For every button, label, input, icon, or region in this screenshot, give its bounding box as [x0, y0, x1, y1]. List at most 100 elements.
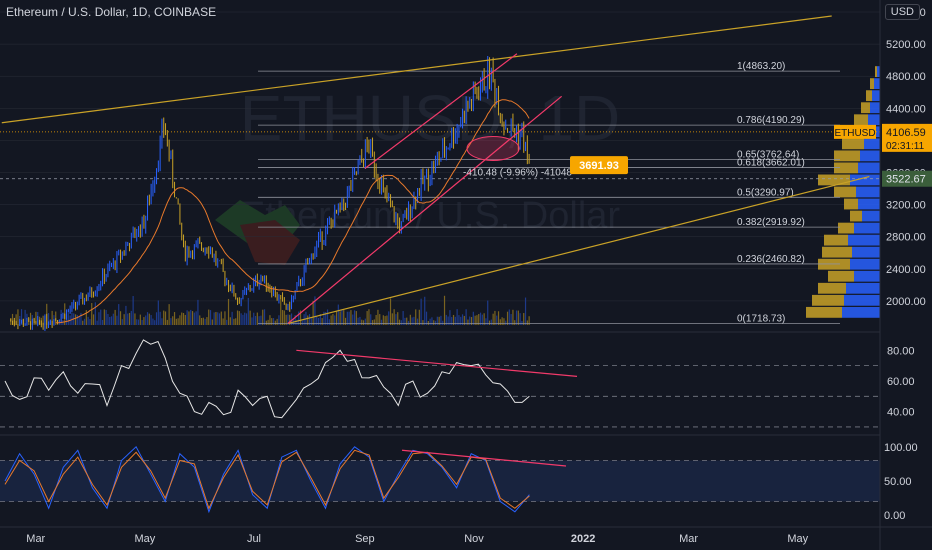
- rsi-line: [4, 339, 530, 419]
- volume-bars: [10, 295, 530, 325]
- stoch-tick: 0.00: [884, 510, 905, 522]
- vp-bar-down: [842, 138, 864, 150]
- time-tick: Sep: [355, 533, 375, 545]
- vp-bar-down: [818, 282, 846, 294]
- trendlines: [1, 15, 870, 324]
- vp-bar-up: [842, 306, 880, 318]
- fib-label: 0.382(2919.92): [737, 217, 805, 228]
- vp-bar-up: [860, 150, 880, 162]
- vp-bar-up: [850, 258, 880, 270]
- stoch-tick: 100.00: [884, 442, 918, 454]
- price-tick: 2000.00: [886, 296, 926, 308]
- current-price-tag: [882, 123, 932, 152]
- symbol-tag-label: ETHUSD: [834, 128, 875, 139]
- vp-bar-up: [877, 66, 880, 78]
- vp-bar-down: [834, 162, 858, 174]
- trendline-pink-support: [287, 95, 563, 324]
- fib-label: 0(1718.73): [737, 313, 785, 324]
- vp-bar-up: [846, 282, 880, 294]
- stoch-line-k: [4, 445, 530, 514]
- price-candles: [10, 55, 530, 331]
- fib-label: 0.5(3290.97): [737, 187, 794, 198]
- vp-bar-up: [856, 186, 880, 198]
- annotations: -410.48 (-9.96%) -41048 3691.93: [463, 135, 628, 179]
- vp-bar-up: [858, 162, 880, 174]
- countdown: 02:31:11: [886, 141, 925, 152]
- level-tag-value: 3522.67: [886, 174, 926, 186]
- price-tick: 2400.00: [886, 264, 926, 276]
- price-tick: 4800.00: [886, 71, 926, 83]
- vp-bar-up: [864, 138, 880, 150]
- vp-bar-up: [872, 90, 880, 102]
- vp-bar-down: [844, 198, 858, 210]
- vp-bar-down: [824, 234, 848, 246]
- symbol-tag: [834, 124, 876, 139]
- vp-bar-down: [806, 306, 842, 318]
- stochastic-pane: [0, 434, 880, 514]
- stoch-line-d: [4, 449, 530, 510]
- fib-label: 1(4863.20): [737, 61, 785, 72]
- vp-bar-down: [838, 222, 854, 234]
- trendline-pink-top: [364, 53, 518, 169]
- highlight-ellipse: [466, 135, 520, 161]
- trendline-upper-channel: [1, 15, 832, 124]
- time-tick: May: [787, 533, 808, 545]
- time-tick: Mar: [679, 533, 698, 545]
- time-tick: May: [134, 533, 155, 545]
- vp-bar-down: [834, 186, 856, 198]
- time-tick: Jul: [247, 533, 261, 545]
- vp-bar-down: [822, 246, 852, 258]
- vp-bar-up: [850, 174, 880, 186]
- vp-bar-down: [854, 114, 868, 126]
- vp-bar-down: [828, 270, 854, 282]
- fib-label: 0.236(2460.82): [737, 254, 805, 265]
- current-price-value: 4106.59: [886, 127, 926, 139]
- price-tick: 5200.00: [886, 39, 926, 51]
- vp-bar-down: [834, 150, 860, 162]
- watermark-symbol: ETHUSD, 1D: [240, 82, 621, 154]
- time-tick: Mar: [26, 533, 45, 545]
- level-tag: [882, 170, 932, 187]
- vp-bar-down: [875, 66, 877, 78]
- rsi-tick: 80.00: [887, 345, 915, 357]
- vp-bar-up: [874, 78, 880, 90]
- trendline-lower-channel: [287, 175, 870, 324]
- rsi-pane: [0, 331, 880, 428]
- stoch-divergence-line: [401, 449, 567, 467]
- vp-bar-down: [870, 78, 874, 90]
- vp-bar-up: [844, 294, 880, 306]
- vp-bar-down: [866, 90, 872, 102]
- stoch-band: [0, 460, 880, 502]
- grid: [0, 11, 880, 302]
- time-tick: 2022: [571, 533, 595, 545]
- ma-line: [55, 99, 530, 324]
- vp-bar-down: [850, 210, 862, 222]
- vp-bar-up: [852, 246, 880, 258]
- price-tick: 4400.00: [886, 103, 926, 115]
- target-tag: [570, 156, 628, 175]
- measure-label: -410.48 (-9.96%) -41048: [463, 168, 572, 179]
- vp-bar-up: [854, 222, 880, 234]
- stoch-tick: 50.00: [884, 476, 912, 488]
- vp-bar-up: [858, 198, 880, 210]
- price-tick: 3200.00: [886, 200, 926, 212]
- vp-bar-up: [868, 114, 880, 126]
- chart-title: Ethereum / U.S. Dollar, 1D, COINBASE: [6, 5, 217, 19]
- fib-label: 0.786(4190.29): [737, 115, 805, 126]
- time-tick: Nov: [464, 533, 484, 545]
- fib-label: 0.65(3762.64): [737, 149, 799, 160]
- currency-button[interactable]: USD: [884, 4, 920, 20]
- fibonacci-levels: 1(4863.20) 0.786(4190.29) 0.65(3762.64)0.6…: [0, 61, 880, 324]
- vp-bar-up: [870, 102, 880, 114]
- fib-label: 0.618(3662.01): [737, 158, 805, 169]
- vp-bar-up: [848, 234, 880, 246]
- vp-bar-down: [818, 174, 850, 186]
- vp-bar-up: [862, 210, 880, 222]
- moving-average: [55, 99, 530, 324]
- vp-bar-down: [861, 102, 870, 114]
- rsi-tick: 40.00: [887, 407, 915, 419]
- watermark-logo-red: [240, 220, 300, 265]
